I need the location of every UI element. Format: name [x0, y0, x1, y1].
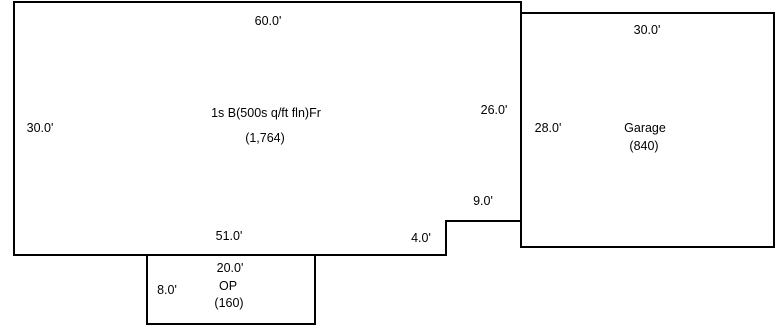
house-top-dimension: 60.0' — [255, 14, 282, 28]
garage-area-sqft: (840) — [629, 139, 658, 153]
house-right-dimension: 26.0' — [481, 103, 508, 117]
garage-top-dimension: 30.0' — [634, 23, 661, 37]
house-notch-depth-dimension: 9.0' — [473, 194, 493, 208]
house-area-sqft: (1,764) — [245, 131, 285, 145]
house-left-dimension: 30.0' — [27, 121, 54, 135]
porch-area-sqft: (160) — [214, 296, 243, 310]
house-notch-width-dimension: 4.0' — [411, 231, 431, 245]
garage-side-dimension: 28.0' — [535, 121, 562, 135]
porch-top-dimension: 20.0' — [217, 261, 244, 275]
house-bottom-dimension: 51.0' — [216, 229, 243, 243]
porch-side-dimension: 8.0' — [157, 283, 177, 297]
house-area-code: 1s B(500s q/ft fln)Fr — [211, 106, 321, 120]
garage-outline — [520, 12, 775, 248]
house-outline — [13, 1, 522, 256]
garage-name: Garage — [624, 121, 666, 135]
porch-name: OP — [219, 279, 237, 293]
porch-outline — [146, 255, 316, 325]
